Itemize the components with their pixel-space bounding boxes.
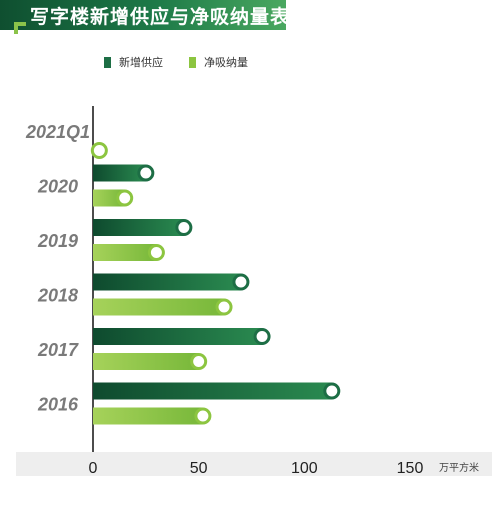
x-tick-label-0: 0 — [89, 460, 98, 477]
x-tick-label-100: 100 — [291, 460, 318, 477]
bar-end-marker-absorption-2020 — [116, 189, 134, 207]
legend-swatch-absorption — [189, 56, 196, 68]
bar-supply-2016 — [93, 382, 332, 400]
legend: 新增供应 净吸纳量 — [104, 54, 248, 70]
title-corner-accent-vertical — [14, 22, 18, 34]
legend-label-absorption: 净吸纳量 — [204, 56, 248, 69]
bars-layer — [90, 106, 341, 452]
bar-end-marker-absorption-2017 — [190, 353, 208, 370]
chart-title: 写字楼新增供应与净吸纳量表现 — [30, 6, 311, 28]
bar-end-marker-absorption-2019 — [147, 244, 165, 261]
bar-end-marker-absorption-2021Q1 — [90, 142, 108, 159]
bar-end-marker-absorption-2018 — [215, 298, 233, 316]
bar-end-marker-supply-2016 — [323, 382, 341, 400]
bar-supply-2020 — [93, 164, 146, 182]
x-axis-unit: 万平方米 — [439, 461, 479, 474]
x-tick-label-50: 50 — [190, 460, 208, 477]
category-label-2017: 2017 — [37, 340, 79, 360]
legend-label-supply: 新增供应 — [119, 56, 163, 69]
x-axis-band — [16, 452, 492, 476]
category-label-2018: 2018 — [37, 286, 78, 306]
bar-supply-2018 — [93, 273, 241, 291]
x-tick-label-150: 150 — [397, 460, 424, 477]
legend-item-supply: 新增供应 — [104, 54, 163, 70]
bar-absorption-2016 — [93, 407, 203, 425]
category-label-2016: 2016 — [37, 395, 79, 415]
bar-end-marker-supply-2020 — [137, 164, 155, 182]
bar-end-marker-supply-2017 — [253, 328, 271, 345]
bar-end-marker-absorption-2016 — [194, 407, 212, 425]
bar-end-marker-supply-2018 — [232, 273, 250, 291]
bar-absorption-2018 — [93, 298, 225, 316]
title-bar — [0, 0, 286, 30]
bar-absorption-2019 — [93, 244, 157, 261]
bar-supply-2019 — [93, 219, 184, 236]
bar-absorption-2020 — [93, 189, 125, 207]
labels-layer: 2021Q1 2020 2019 2018 2017 2016 0 50 100 150 万平方米 — [25, 122, 479, 477]
bar-end-marker-supply-2019 — [175, 219, 193, 236]
title-corner-accent — [14, 22, 26, 26]
category-label-2020: 2020 — [37, 177, 78, 197]
category-label-2021Q1: 2021Q1 — [25, 122, 90, 142]
bar-absorption-2017 — [93, 353, 199, 370]
legend-item-absorption: 净吸纳量 — [189, 54, 248, 70]
bar-supply-2017 — [93, 328, 263, 345]
legend-swatch-supply — [104, 56, 111, 68]
category-label-2019: 2019 — [37, 231, 78, 251]
